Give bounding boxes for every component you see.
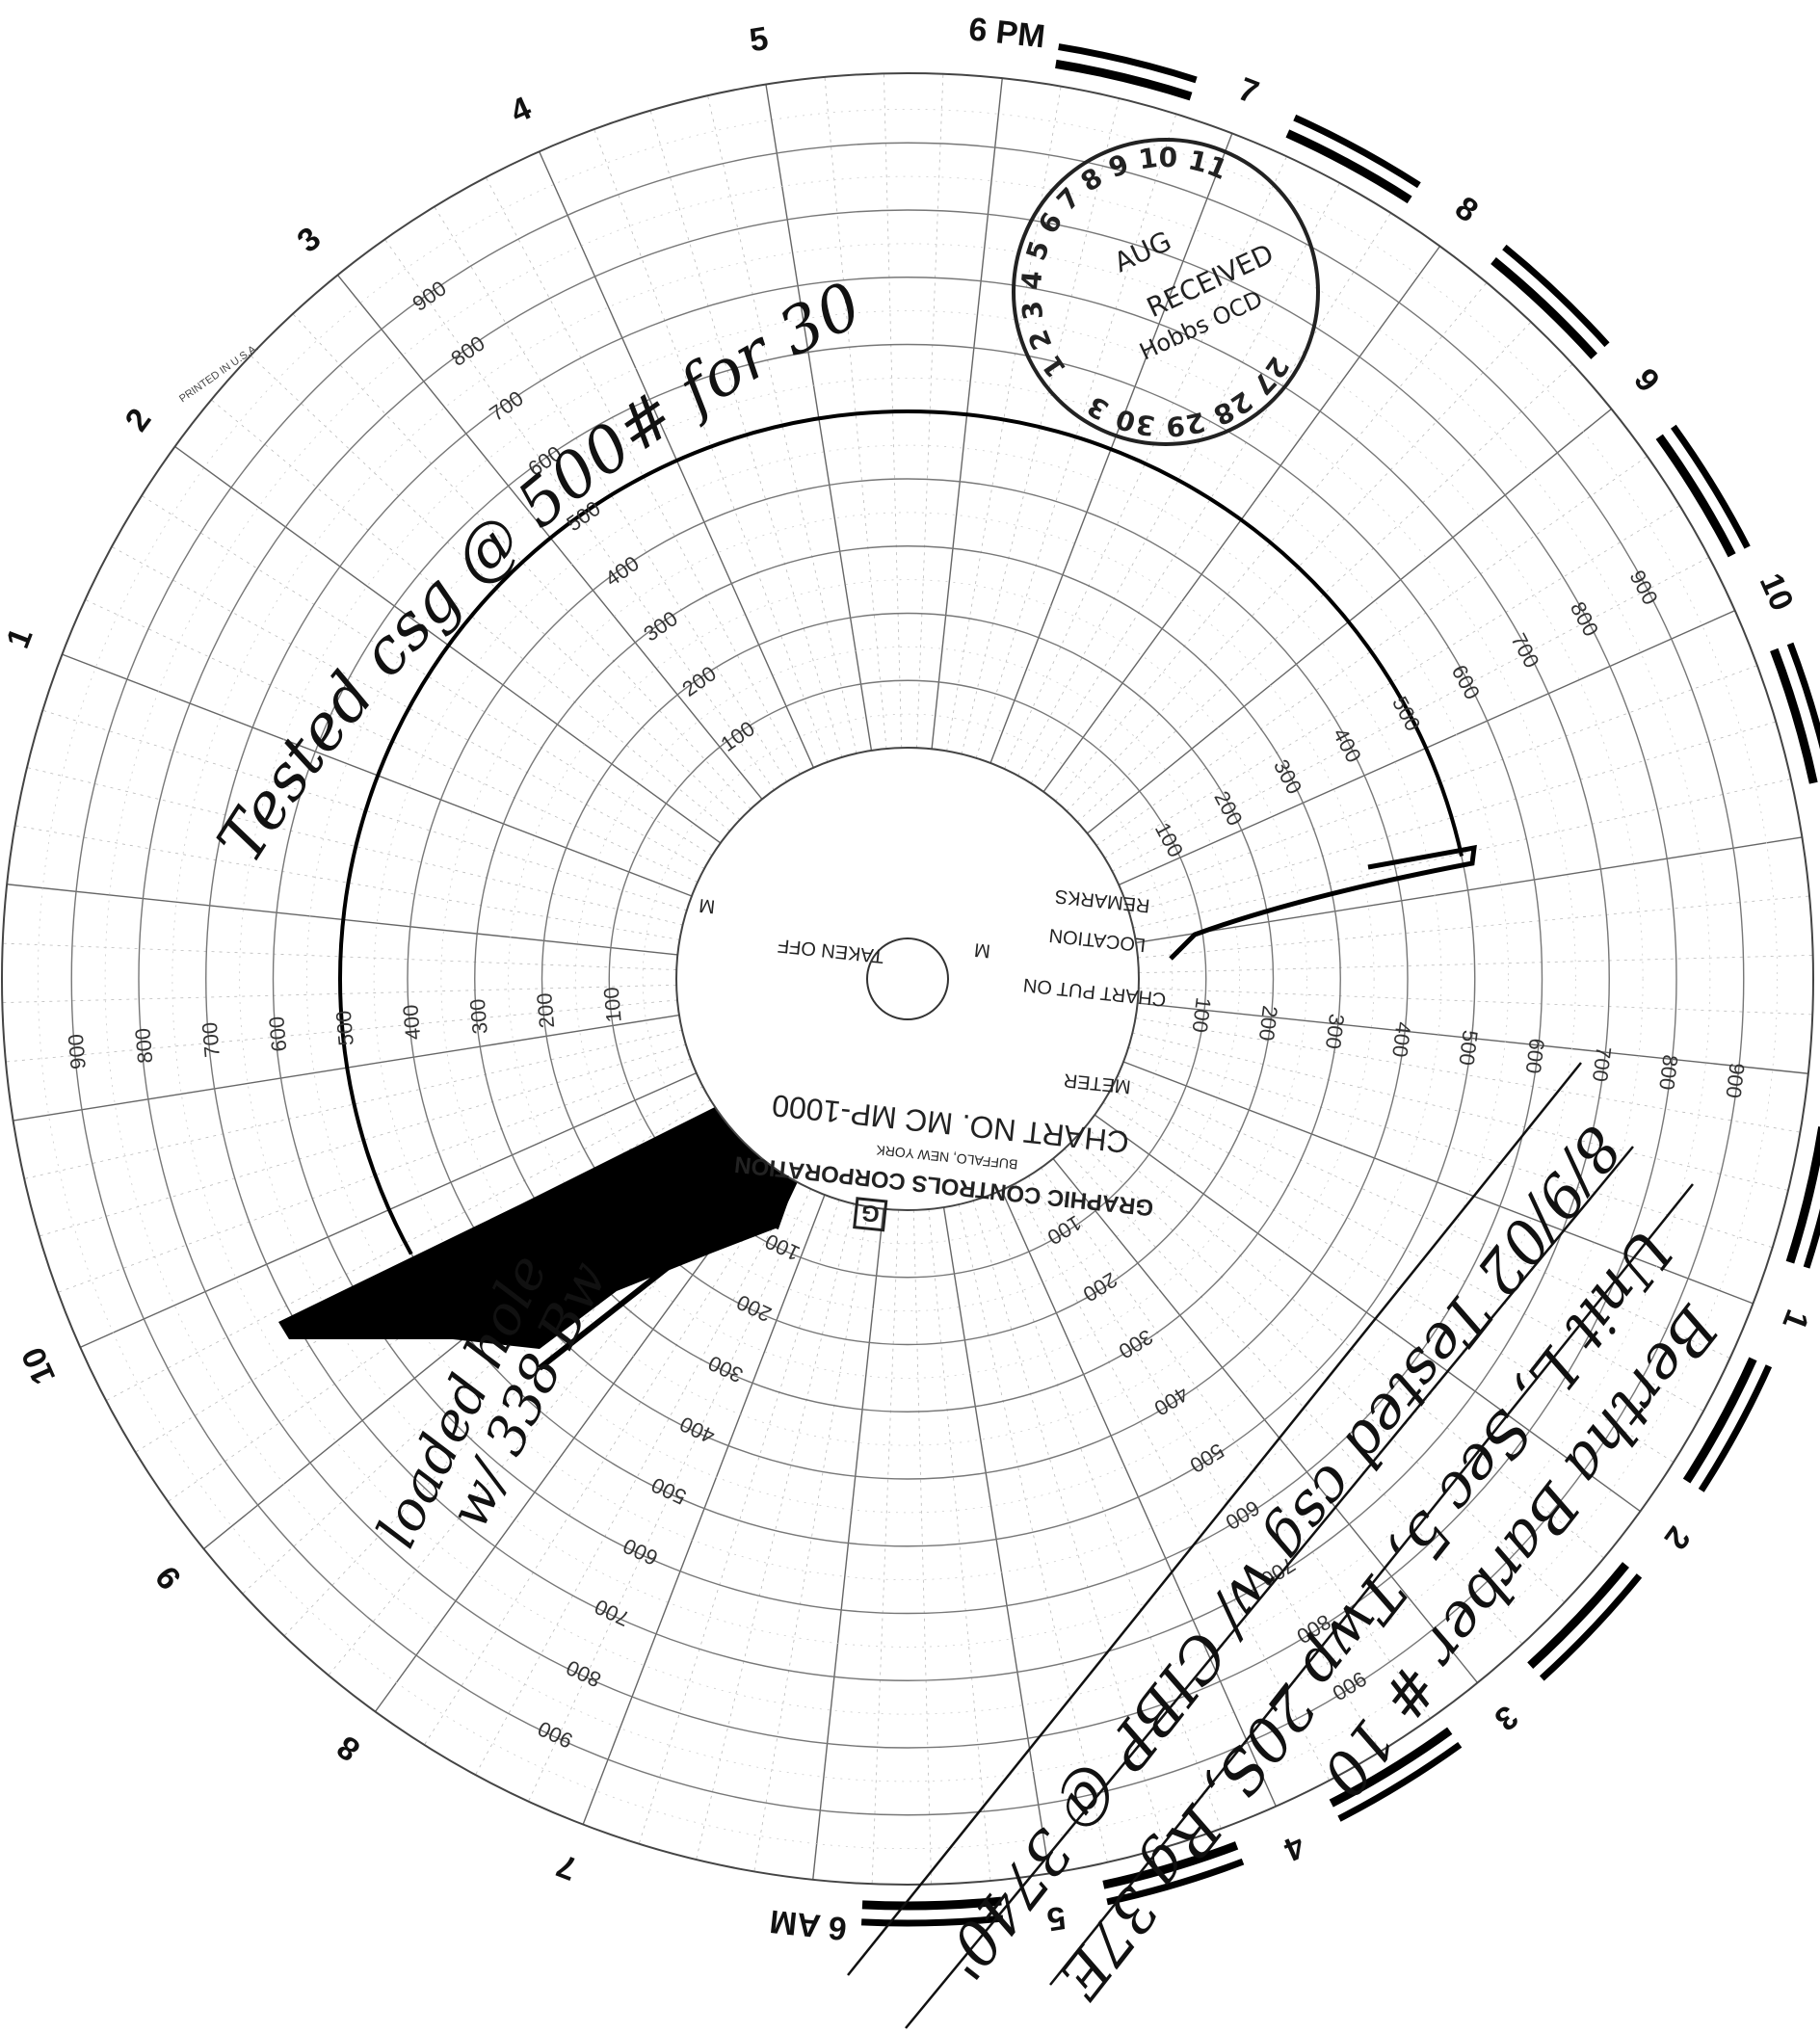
time-line	[1052, 1158, 1479, 1683]
hour-band	[1682, 1357, 1757, 1484]
scale-label: 100	[599, 986, 626, 1023]
hour-band	[1337, 1742, 1463, 1822]
minor-ring	[574, 646, 1241, 1312]
scale-label: 800	[1654, 1053, 1682, 1091]
hour-band	[1770, 647, 1818, 784]
hour-band	[1803, 1207, 1820, 1269]
time-line	[1000, 1189, 1277, 1808]
scale-label: 100	[1188, 996, 1216, 1034]
time-line	[1094, 1114, 1641, 1513]
hour-band	[1671, 424, 1751, 549]
hub-m2: M	[698, 894, 716, 917]
minor-ring	[440, 512, 1375, 1446]
scale-label: 700	[198, 1021, 224, 1059]
trace-blob	[278, 1041, 838, 1349]
ruled-line	[1049, 1183, 1694, 1986]
hub-m1: M	[973, 938, 991, 962]
hour-band	[1293, 114, 1421, 189]
minor-ring	[642, 713, 1174, 1245]
hour-band	[1329, 1727, 1453, 1808]
minor-ring	[239, 310, 1576, 1648]
hour-band	[1106, 1858, 1245, 1906]
time-line	[374, 1165, 773, 1712]
scale-label: 600	[1521, 1037, 1549, 1074]
hour-band	[1058, 43, 1198, 84]
ruled-line	[905, 1146, 1634, 2029]
rim	[1, 72, 1814, 1886]
scale-label: 400	[398, 1004, 425, 1042]
scale-label: 500	[1454, 1029, 1482, 1067]
time-line	[812, 1208, 884, 1880]
hour-band	[1698, 1364, 1773, 1492]
value-ring	[138, 209, 1677, 1749]
ruled-line	[847, 1062, 1582, 1976]
minor-ring	[171, 243, 1644, 1715]
scale-label: 200	[1254, 1004, 1282, 1042]
hour-band	[1285, 129, 1412, 204]
hour-band	[1527, 1562, 1629, 1669]
scale-label: 300	[465, 998, 492, 1036]
hour-label: 6 AM	[768, 1903, 849, 1947]
minor-ring	[37, 108, 1779, 1850]
scale-label: 500	[331, 1010, 358, 1047]
hour-band	[1490, 257, 1597, 359]
minor-ring	[104, 175, 1711, 1782]
hour-band	[1785, 1126, 1820, 1264]
hour-band	[1655, 434, 1736, 558]
hub-logo: G	[860, 1199, 881, 1227]
trace-hook	[1169, 844, 1477, 961]
value-ring	[205, 277, 1610, 1681]
scale-label: 300	[1321, 1013, 1349, 1050]
time-line	[1137, 1002, 1808, 1074]
stamp-ring	[1012, 138, 1320, 446]
hour-band	[1539, 1573, 1643, 1681]
time-line	[942, 1206, 1050, 1874]
hour-band	[1502, 244, 1610, 348]
trace-arc	[338, 409, 1464, 1255]
minor-ring	[305, 377, 1510, 1581]
hour-band	[1055, 59, 1193, 101]
hour-band	[1102, 1841, 1239, 1889]
time-line	[582, 1194, 826, 1825]
scale-label: 900	[1721, 1062, 1749, 1099]
hour-band	[1786, 642, 1820, 751]
value-ring	[407, 478, 1409, 1480]
hour-band	[861, 1896, 1002, 1911]
scale-label: 200	[532, 991, 559, 1029]
scale-label: 400	[1387, 1020, 1415, 1058]
scale-label: 900	[64, 1033, 91, 1070]
scale-label: 600	[264, 1016, 291, 1053]
scale-label: 700	[1588, 1045, 1616, 1083]
time-line	[1135, 836, 1803, 944]
grid	[1, 43, 1820, 1927]
logo-box	[853, 1197, 888, 1232]
minor-ring	[373, 444, 1442, 1514]
hub-hole	[866, 937, 949, 1020]
minor-ring	[508, 579, 1307, 1379]
value-ring	[474, 545, 1341, 1413]
value-ring	[70, 142, 1745, 1816]
scale-label: 800	[130, 1027, 157, 1065]
value-ring	[541, 612, 1275, 1346]
value-ring	[272, 343, 1543, 1615]
hour-label: 6 PM	[967, 11, 1047, 55]
time-line	[1122, 1061, 1754, 1305]
value-ring	[608, 679, 1207, 1279]
